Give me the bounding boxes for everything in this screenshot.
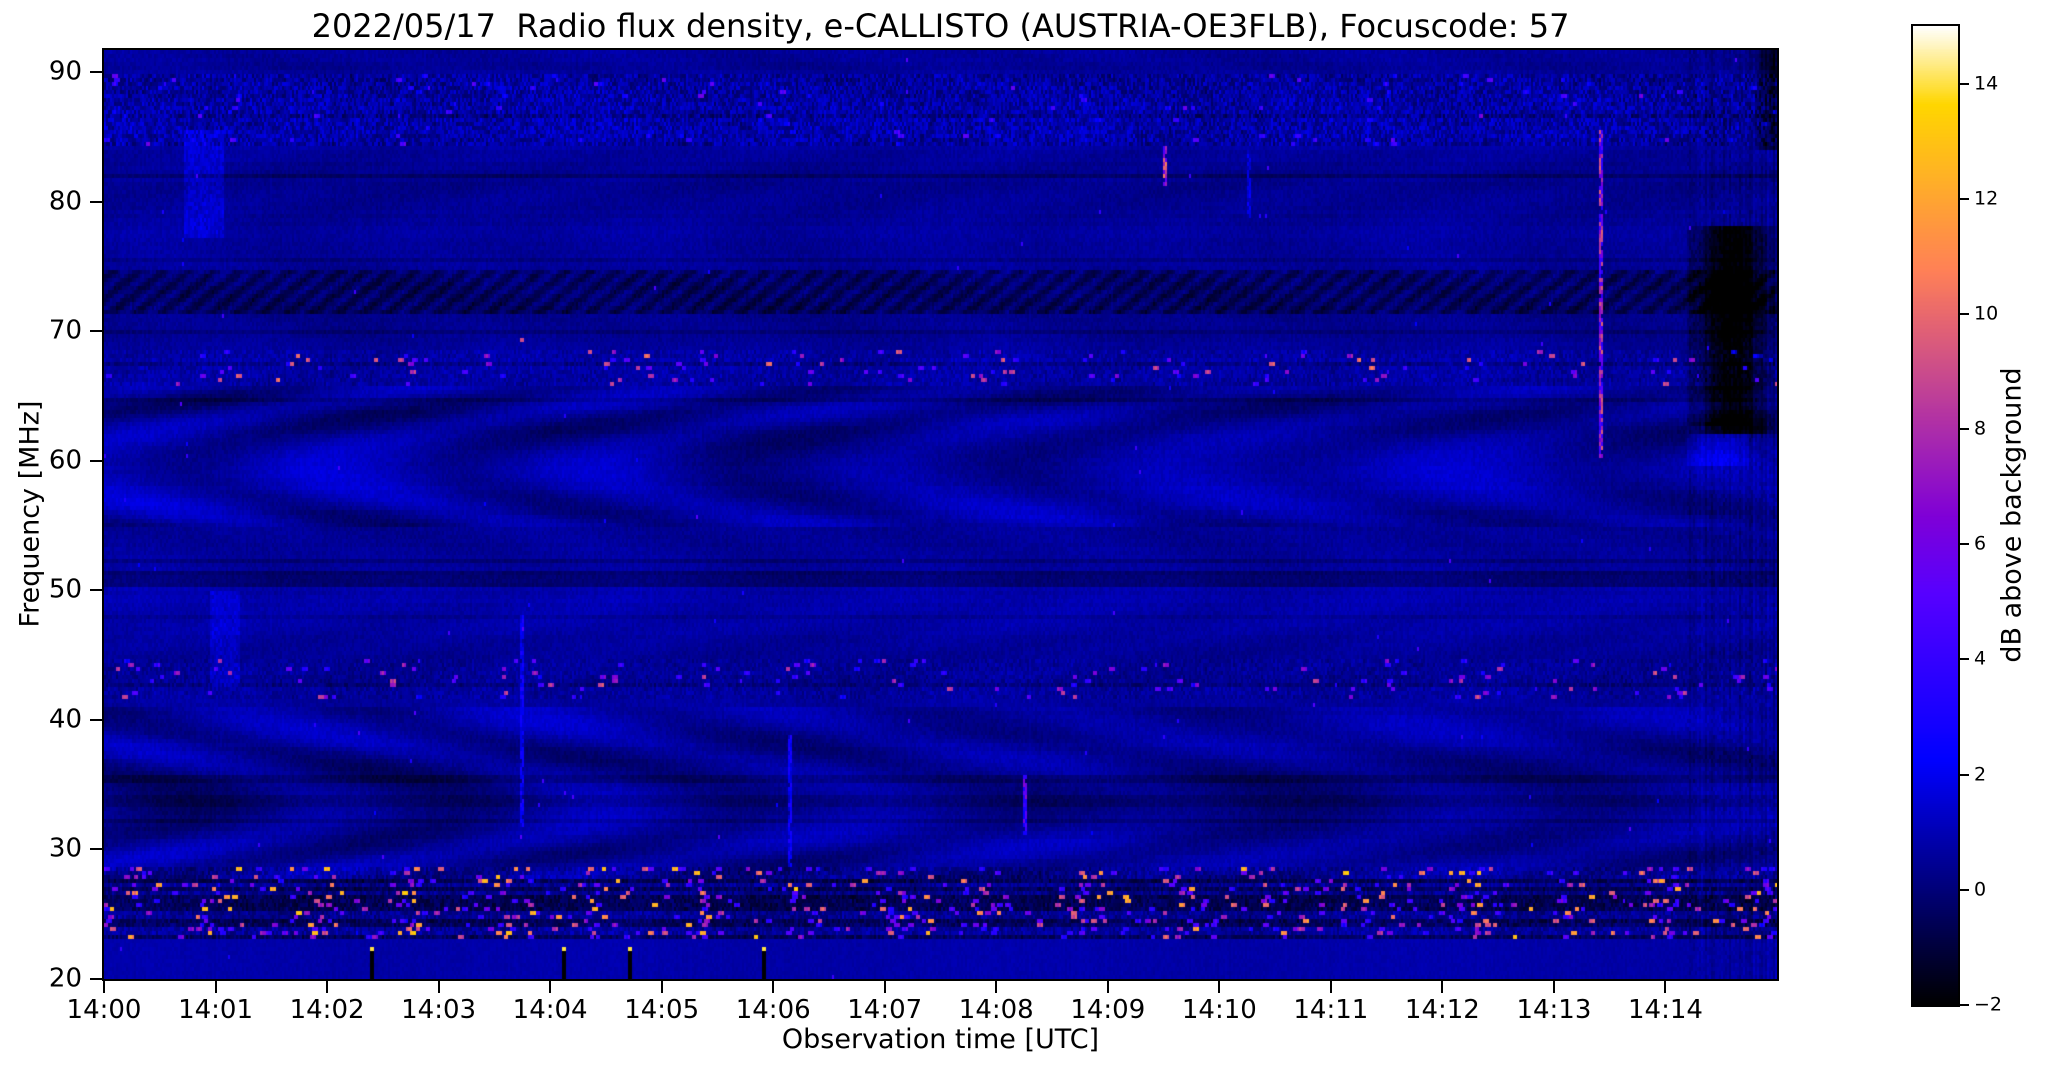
x-tick-mark [1329, 981, 1332, 993]
y-tick-label: 50 [48, 575, 82, 605]
x-tick-mark [883, 981, 886, 993]
colorbar-tick-label: 4 [1974, 648, 1987, 671]
colorbar-tick-label: −2 [1974, 993, 2003, 1016]
x-tick-mark [103, 981, 105, 993]
colorbar-tick-mark [1960, 658, 1969, 661]
x-tick-label: 14:06 [735, 995, 811, 1025]
y-tick-label: 80 [48, 186, 82, 217]
colorbar-tick-mark [1960, 1004, 1969, 1006]
x-tick-label: 14:13 [1516, 995, 1592, 1025]
x-tick-label: 14:09 [1070, 995, 1146, 1025]
y-tick-mark [90, 589, 102, 592]
x-tick-label: 14:14 [1627, 995, 1703, 1025]
y-tick-mark [90, 330, 102, 333]
x-tick-label: 14:08 [958, 995, 1034, 1025]
y-tick-label: 90 [48, 56, 82, 87]
colorbar-tick-mark [1960, 543, 1969, 546]
x-tick-mark [995, 981, 998, 993]
x-tick-label: 14:10 [1181, 995, 1257, 1025]
x-tick-label: 14:12 [1404, 995, 1480, 1025]
x-tick-mark [1218, 981, 1221, 993]
colorbar-tick-mark [1960, 197, 1969, 200]
y-tick-mark [90, 848, 102, 851]
x-tick-mark [437, 981, 440, 993]
x-tick-label: 14:04 [512, 995, 588, 1025]
x-tick-mark [1106, 981, 1109, 993]
colorbar-tick-mark [1960, 312, 1969, 315]
colorbar-tick-mark [1960, 773, 1969, 776]
x-tick-label: 14:03 [401, 995, 477, 1025]
x-tick-mark [1552, 981, 1555, 993]
colorbar-tick-mark [1960, 428, 1969, 431]
x-tick-mark [214, 981, 217, 993]
colorbar-tick-mark [1960, 888, 1969, 891]
colorbar-tick-label: 2 [1974, 763, 1987, 786]
plot-area [102, 48, 1779, 981]
y-tick-label: 20 [48, 963, 82, 994]
x-tick-label: 14:05 [624, 995, 700, 1025]
colorbar-gradient [1913, 26, 1958, 1005]
x-tick-mark [326, 981, 329, 993]
chart-title: 2022/05/17 Radio flux density, e-CALLIST… [311, 7, 1570, 45]
colorbar [1911, 24, 1960, 1007]
y-tick-mark [90, 459, 102, 462]
y-tick-label: 60 [48, 445, 82, 476]
x-tick-label: 14:01 [178, 995, 253, 1025]
colorbar-tick-label: 0 [1974, 878, 1987, 901]
colorbar-tick-label: 12 [1974, 187, 1999, 210]
y-tick-label: 30 [48, 834, 82, 865]
spectrogram-heatmap [104, 50, 1777, 979]
y-tick-label: 70 [48, 315, 82, 346]
x-tick-mark [1664, 981, 1667, 993]
x-tick-label: 14:11 [1293, 995, 1369, 1025]
y-tick-mark [90, 978, 102, 980]
x-tick-mark [1441, 981, 1444, 993]
x-tick-label: 14:02 [289, 995, 365, 1025]
x-tick-mark [772, 981, 775, 993]
x-tick-label: 14:07 [847, 995, 923, 1025]
x-tick-mark [549, 981, 552, 993]
colorbar-label: dB above background [1996, 367, 2028, 663]
colorbar-tick-mark [1960, 82, 1969, 85]
y-tick-mark [90, 718, 102, 721]
y-tick-mark [90, 200, 102, 203]
colorbar-tick-label: 10 [1974, 302, 1999, 325]
x-tick-mark [660, 981, 663, 993]
colorbar-tick-label: 14 [1974, 72, 1999, 95]
colorbar-tick-label: 8 [1974, 417, 1987, 440]
colorbar-tick-label: 6 [1974, 532, 1987, 555]
x-axis-label: Observation time [UTC] [781, 1024, 1100, 1055]
x-tick-label: 14:00 [66, 995, 142, 1025]
y-tick-mark [90, 71, 102, 74]
y-tick-label: 40 [48, 704, 82, 735]
